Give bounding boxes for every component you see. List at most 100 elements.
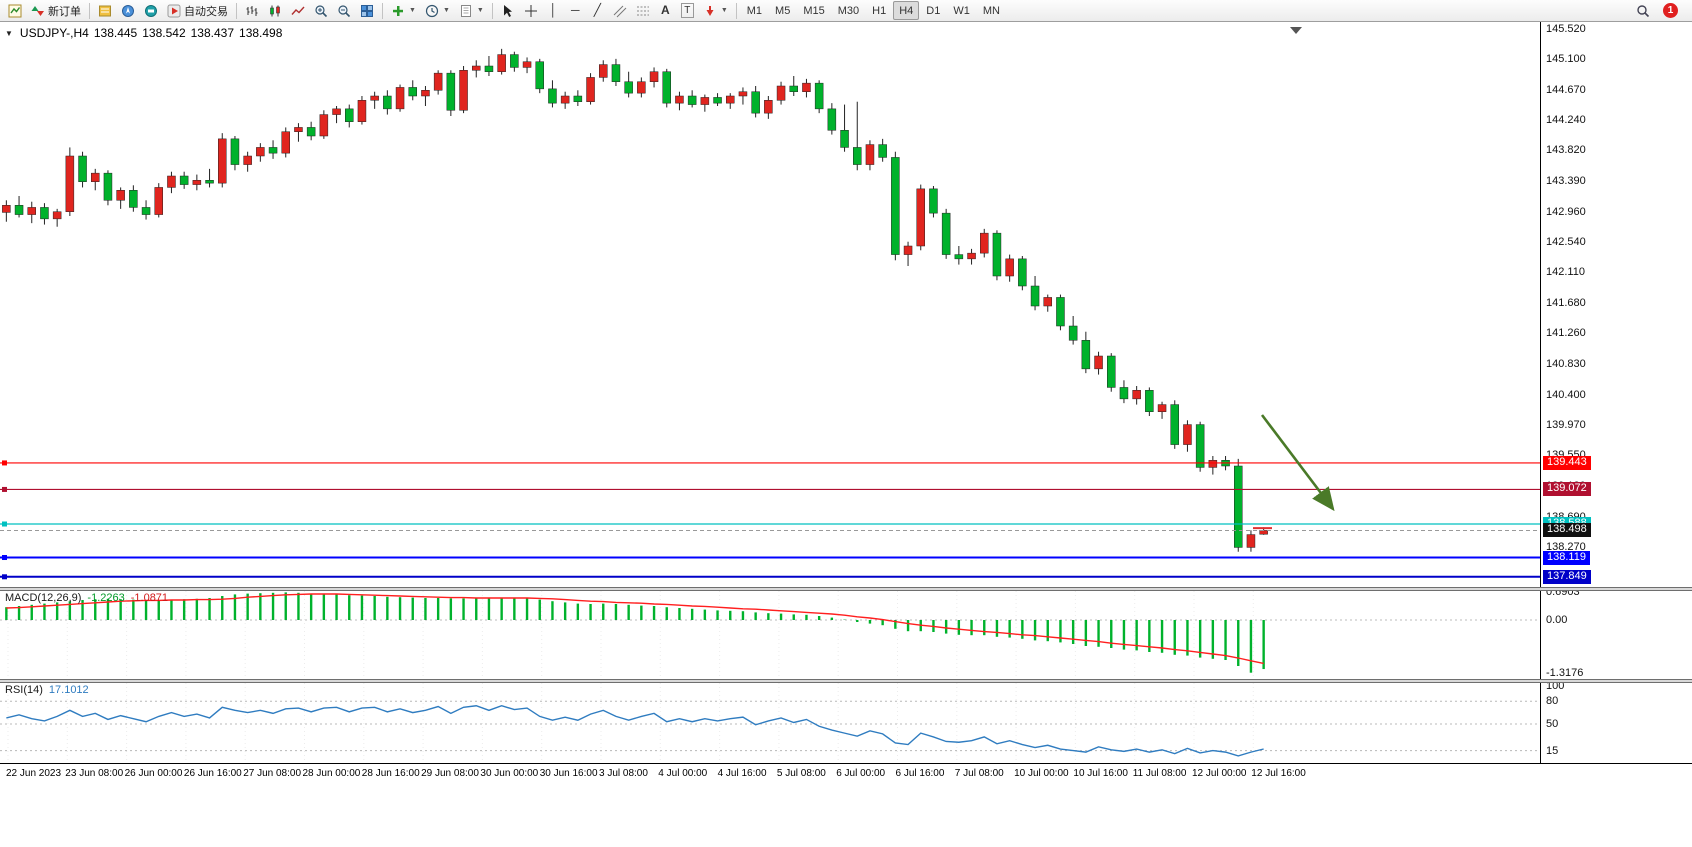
search-button[interactable] (1632, 1, 1654, 20)
price-line-badge: 137.849 (1543, 569, 1591, 584)
hline-handle[interactable] (2, 486, 7, 492)
panel-splitter[interactable] (0, 679, 1692, 683)
candlestick (827, 103, 837, 135)
candlestick (929, 186, 938, 218)
axis-scale-label: -1.3176 (1546, 666, 1584, 679)
timeframe-M1[interactable]: M1 (746, 4, 763, 17)
price-line-badge: 139.443 (1543, 455, 1591, 470)
hline-handle[interactable] (2, 574, 7, 580)
notification-badge[interactable]: 1 (1663, 3, 1678, 18)
arrows-button[interactable]: ▼ (699, 1, 732, 20)
crosshair-button[interactable] (520, 1, 542, 20)
indicators-icon (393, 5, 403, 16)
terminal-button[interactable] (140, 1, 162, 20)
vertical-line-button[interactable]: │ (543, 1, 564, 20)
panel-splitter[interactable] (0, 587, 1692, 591)
ohlc-high: 138.542 (142, 26, 186, 40)
one-click-trading-toggle[interactable]: ▼ (5, 28, 13, 38)
candlestick (1132, 386, 1141, 405)
chart-shift-marker[interactable] (1290, 27, 1302, 34)
candlestick (1018, 256, 1027, 291)
time-axis-label: 4 Jul 00:00 (658, 768, 708, 779)
main-price-chart[interactable] (0, 24, 1540, 587)
candlestick (751, 86, 760, 118)
market-watch-button[interactable] (94, 1, 116, 20)
indicators-button[interactable]: ▼ (387, 1, 420, 20)
candlestick (370, 91, 379, 109)
horizontal-line-icon: ─ (571, 3, 580, 17)
macd-panel[interactable] (0, 591, 1540, 679)
toolbar-separator (89, 2, 90, 19)
candlestick (91, 168, 100, 191)
time-axis-label: 6 Jul 00:00 (836, 768, 886, 779)
text-button[interactable]: A (655, 1, 676, 20)
timeframe-M5[interactable]: M5 (775, 4, 791, 17)
candlestick (78, 151, 87, 188)
timeframe-D1[interactable]: D1 (926, 4, 941, 17)
candlestick (1119, 380, 1129, 404)
candlestick-chart-icon (270, 5, 280, 16)
time-axis-label: 28 Jun 00:00 (302, 768, 361, 779)
chevron-down-icon: ▼ (409, 7, 416, 14)
timeframe-H1[interactable]: H1 (872, 4, 887, 17)
hline-handle[interactable] (2, 460, 7, 466)
chart-line-button[interactable] (287, 1, 309, 20)
candlestick (319, 110, 329, 139)
candlestick (230, 136, 240, 171)
candlestick (1005, 254, 1014, 282)
trend-arrow-annotation[interactable] (1260, 414, 1335, 512)
price-axis[interactable]: 145.520 145.100 144.670 144.240 143.820 143.3… (1540, 22, 1692, 763)
macd-name: MACD(12,26,9) (5, 592, 82, 604)
timeframe-M15[interactable]: M15 (803, 4, 825, 17)
tile-windows-button[interactable] (356, 1, 378, 20)
chart-bars-button[interactable] (241, 1, 263, 20)
time-axis-label: 10 Jul 16:00 (1073, 768, 1128, 779)
time-axis-label: 30 Jun 16:00 (539, 768, 598, 779)
candlestick (535, 58, 544, 94)
time-axis[interactable]: 22 Jun 2023 23 Jun 08:00 26 Jun 00:00 26 Ju… (0, 763, 1692, 785)
cursor-button[interactable] (497, 1, 519, 20)
timeframe-W1[interactable]: W1 (953, 4, 970, 17)
rsi-name: RSI(14) (5, 684, 43, 696)
channel-button[interactable] (609, 1, 631, 20)
navigator-button[interactable] (117, 1, 139, 20)
candlestick (179, 171, 189, 189)
candlestick (268, 140, 278, 159)
chevron-down-icon: ▼ (442, 7, 450, 14)
ohlc-open: 138.445 (93, 26, 138, 40)
candlestick (243, 151, 252, 172)
periods-button[interactable]: ▼ (421, 1, 454, 20)
new-chart-button[interactable] (4, 1, 26, 20)
hline-handle[interactable] (2, 521, 7, 527)
candlestick (738, 87, 748, 105)
candlestick (992, 230, 1002, 281)
time-axis-label: 29 Jun 08:00 (421, 768, 479, 779)
autotrading-button[interactable]: 自动交易 (163, 1, 232, 20)
symbol-period-label: USDJPY-,H4 (19, 26, 89, 40)
zoom-in-button[interactable] (310, 1, 332, 20)
timeframe-MN[interactable]: MN (982, 4, 1000, 17)
new-order-button[interactable]: 新订单 (27, 1, 85, 20)
axis-scale-label: 141.680 (1546, 297, 1586, 310)
axis-scale-label: 143.390 (1546, 175, 1586, 187)
zoom-out-button[interactable] (333, 1, 355, 20)
timeframe-H4[interactable]: H4 (893, 1, 920, 20)
candlestick (878, 138, 887, 162)
rsi-panel[interactable] (0, 683, 1540, 763)
templates-button[interactable]: ▼ (455, 1, 488, 20)
axis-scale-label: 141.260 (1546, 327, 1586, 340)
text-label-button[interactable]: T (677, 1, 698, 20)
candlestick (586, 73, 595, 105)
hline-handle[interactable] (2, 555, 7, 561)
candlestick (192, 174, 202, 191)
toolbar-separator (735, 2, 737, 19)
time-axis-label: 27 Jun 08:00 (243, 768, 302, 779)
chart-title: ▼ USDJPY-,H4 138.445 138.542 138.437 138… (5, 26, 282, 40)
chart-candles-button[interactable] (264, 1, 286, 20)
candlestick (853, 101, 862, 171)
horizontal-line-button[interactable]: ─ (565, 1, 586, 20)
trendline-button[interactable]: ╱ (587, 1, 608, 20)
candlestick (281, 127, 290, 158)
timeframe-M30[interactable]: M30 (837, 4, 860, 17)
fibonacci-button[interactable] (632, 1, 654, 20)
